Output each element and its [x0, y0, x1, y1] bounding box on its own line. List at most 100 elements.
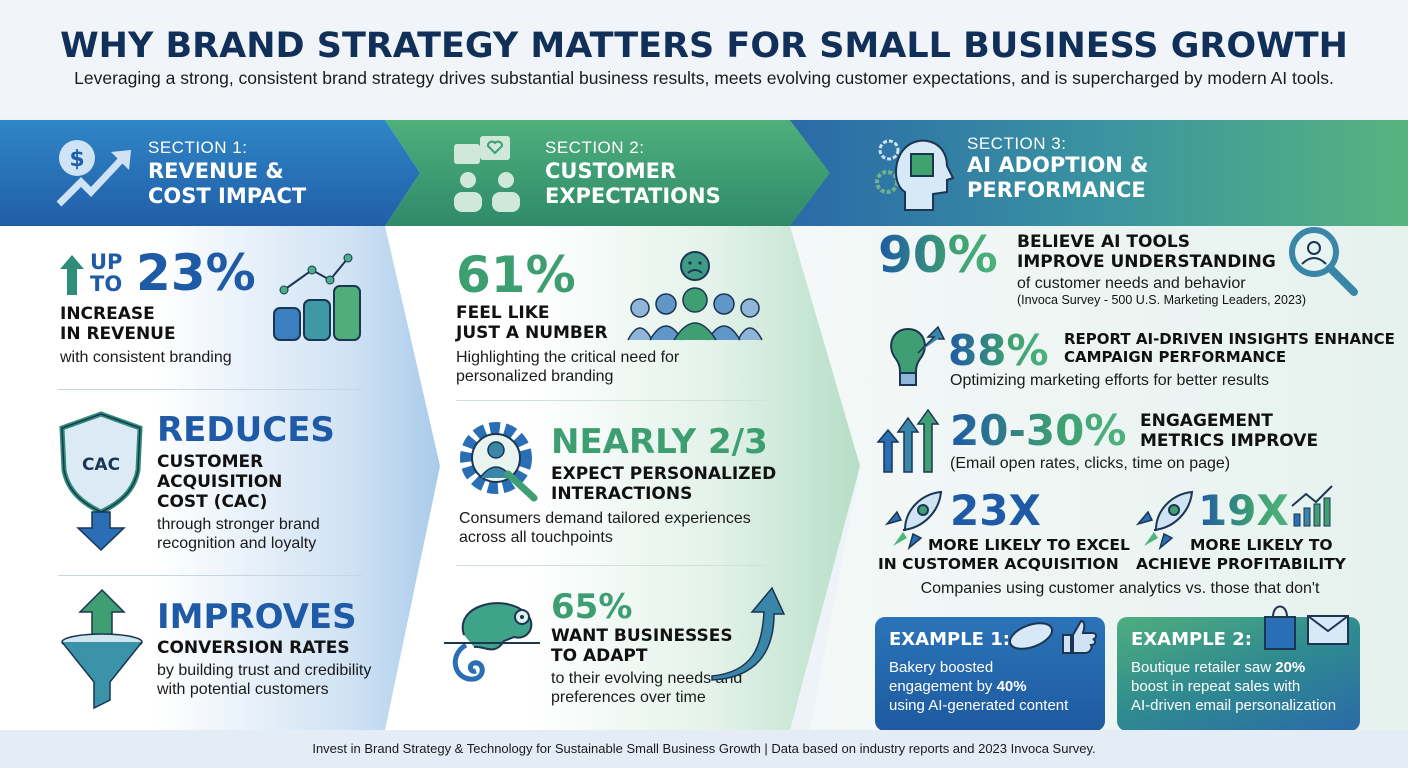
- section-2-banner: SECTION 2: CUSTOMER EXPECTATIONS: [385, 120, 830, 226]
- section-1-title-line2: COST IMPACT: [148, 184, 307, 208]
- number-head-2: JUST A NUMBER: [456, 323, 608, 343]
- personalized-value: NEARLY 2/3: [551, 422, 768, 462]
- example-1-title: EXAMPLE 1:: [889, 629, 1010, 650]
- bread-icon: [1008, 622, 1054, 650]
- crowd-sad-face-icon: [627, 251, 763, 341]
- funnel-up-icon: [61, 588, 143, 710]
- chameleon-icon: [444, 602, 540, 682]
- engagement-sub: (Email open rates, clicks, time on page): [950, 455, 1231, 472]
- engagement-head-1: ENGAGEMENT: [1140, 411, 1273, 431]
- svg-text:$: $: [69, 147, 84, 172]
- insights-sub: Optimizing marketing efforts for better …: [950, 372, 1269, 389]
- insights-head-1: REPORT AI-DRIVEN INSIGHTS ENHANCE: [1064, 330, 1395, 348]
- acquisition-value: 23X: [950, 486, 1041, 535]
- adapt-sub-1: to their evolving needs and: [551, 670, 743, 687]
- conversion-sub-1: by building trust and credibility: [157, 662, 372, 679]
- engagement-head-2: METRICS IMPROVE: [1140, 431, 1319, 451]
- page-subtitle: Leveraging a strong, consistent brand st…: [74, 68, 1334, 88]
- section-2-title-line2: EXPECTATIONS: [545, 184, 721, 208]
- personalized-head-1: EXPECT PERSONALIZED: [551, 464, 777, 484]
- number-head-1: FEEL LIKE: [456, 303, 550, 323]
- section-2-label: SECTION 2:: [545, 138, 645, 157]
- example-2-card: EXAMPLE 2: Boutique retailer saw 20% boo…: [1117, 605, 1360, 731]
- shopping-bag-icon: [1264, 605, 1296, 650]
- personalized-sub-1: Consumers demand tailored experiences: [459, 510, 751, 527]
- example-1-body: Bakery boosted engagement by 40% using A…: [889, 659, 1069, 714]
- up-arrow-icon: [60, 255, 84, 295]
- svg-text:CAC: CAC: [82, 455, 120, 475]
- revenue-head-1: INCREASE: [60, 304, 155, 324]
- personalized-sub-2: across all touchpoints: [459, 529, 613, 546]
- thumbs-up-icon: [1062, 619, 1097, 654]
- coin-stacks-chart-icon: [273, 253, 361, 341]
- cac-head-2: ACQUISITION: [157, 472, 283, 492]
- divider: [456, 565, 766, 566]
- profitability-value: 19X: [1198, 486, 1289, 535]
- section-3-title-line2: PERFORMANCE: [967, 178, 1146, 202]
- conversion-value: IMPROVES: [157, 597, 357, 637]
- cac-shield-icon: CAC: [59, 411, 143, 552]
- conversion-head: CONVERSION RATES: [157, 638, 350, 658]
- revenue-growth-icon: $: [56, 140, 131, 207]
- divider: [58, 389, 363, 390]
- cac-sub-1: through stronger brand: [157, 516, 320, 533]
- number-sub-2: personalized branding: [456, 368, 614, 385]
- understanding-sub: of customer needs and behavior: [1017, 275, 1246, 292]
- cac-value: REDUCES: [157, 410, 335, 450]
- cac-head-1: CUSTOMER: [157, 452, 264, 472]
- header: WHY BRAND STRATEGY MATTERS FOR SMALL BUS…: [0, 0, 1408, 118]
- envelope-icon: [1307, 615, 1349, 645]
- insights-value: 88%: [948, 326, 1049, 375]
- understanding-source: (Invoca Survey - 500 U.S. Marketing Lead…: [1017, 293, 1307, 307]
- revenue-sub: with consistent branding: [60, 349, 232, 366]
- rocket-icon: [884, 490, 943, 551]
- revenue-prefix-1: UP: [90, 250, 123, 274]
- comparison-note: Companies using customer analytics vs. t…: [920, 580, 1320, 597]
- section-3-title-line1: AI ADOPTION &: [967, 153, 1149, 177]
- section-1-banner: $ SECTION 1: REVENUE & COST IMPACT: [0, 120, 420, 226]
- profitability-head-2: ACHIEVE PROFITABILITY: [1136, 555, 1346, 573]
- divider: [58, 575, 363, 576]
- personalized-head-2: INTERACTIONS: [551, 484, 693, 504]
- example-2-title: EXAMPLE 2:: [1131, 629, 1252, 650]
- acquisition-head-2: IN CUSTOMER ACQUISITION: [878, 555, 1119, 573]
- number-sub-1: Highlighting the critical need for: [456, 349, 680, 366]
- page-title: WHY BRAND STRATEGY MATTERS FOR SMALL BUS…: [60, 26, 1348, 66]
- adapt-sub-2: preferences over time: [551, 689, 706, 706]
- cac-sub-2: recognition and loyalty: [157, 535, 317, 552]
- example-1-card: EXAMPLE 1: Bakery boosted engagement by …: [875, 617, 1105, 731]
- section-2-title-line1: CUSTOMER: [545, 159, 677, 183]
- example-2-body: Boutique retailer saw 20% boost in repea…: [1131, 659, 1337, 714]
- revenue-prefix-2: TO: [90, 272, 123, 296]
- magnifier-person-icon: [1289, 227, 1358, 296]
- understanding-head-1: BELIEVE AI TOOLS: [1017, 232, 1191, 252]
- ai-head-icon: [875, 139, 955, 211]
- understanding-head-2: IMPROVE UNDERSTANDING: [1017, 252, 1276, 272]
- number-value: 61%: [456, 246, 576, 304]
- rising-arrows-icon: [876, 408, 940, 473]
- curved-up-arrow-icon: [711, 586, 786, 681]
- revenue-value: 23%: [136, 244, 256, 302]
- rocket-icon: [1135, 490, 1194, 551]
- engagement-value: 20-30%: [950, 406, 1127, 455]
- understanding-value: 90%: [878, 226, 998, 284]
- acquisition-head-1: MORE LIKELY TO EXCEL: [928, 536, 1130, 554]
- footer: Invest in Brand Strategy & Technology fo…: [0, 730, 1408, 768]
- section-3-banner: SECTION 3: AI ADOPTION & PERFORMANCE: [790, 120, 1408, 226]
- conversion-sub-2: with potential customers: [157, 681, 329, 698]
- adapt-value: 65%: [551, 587, 633, 627]
- revenue-head-2: IN REVENUE: [60, 324, 176, 344]
- section-1-label: SECTION 1:: [148, 138, 248, 157]
- lightbulb-idea-icon: [890, 325, 946, 386]
- adapt-head-1: WANT BUSINESSES: [551, 626, 733, 646]
- divider: [456, 400, 766, 401]
- growth-bar-chart-icon: [1291, 485, 1333, 527]
- gear-person-wrench-icon: [460, 422, 538, 502]
- adapt-head-2: TO ADAPT: [551, 646, 648, 666]
- cac-head-3: COST (CAC): [157, 492, 268, 512]
- section-1-title-line1: REVENUE &: [148, 159, 284, 183]
- insights-head-2: CAMPAIGN PERFORMANCE: [1064, 348, 1287, 366]
- section-3-label: SECTION 3:: [967, 134, 1067, 153]
- customer-chat-icon: [454, 136, 520, 212]
- profitability-head-1: MORE LIKELY TO: [1190, 536, 1333, 554]
